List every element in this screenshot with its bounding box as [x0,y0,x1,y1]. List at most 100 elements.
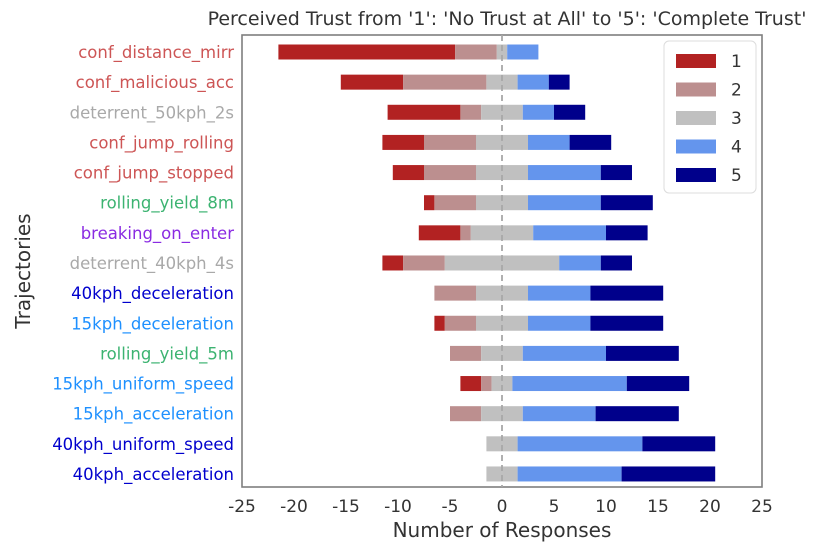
y-category-label: conf_jump_rolling [89,133,234,153]
bar-conf_jump_stopped-level-3 [476,165,528,181]
legend-swatch-2 [676,82,716,97]
bar-15kph_deceleration-level-2 [444,315,476,331]
y-category-label: 15kph_uniform_speed [52,375,234,395]
bar-rolling_yield_5m-level-2 [450,345,482,361]
bar-conf_jump_stopped-level-1 [392,165,424,181]
y-category-label: 40kph_uniform_speed [52,435,234,455]
x-tick-label: -10 [384,497,412,517]
bar-rolling_yield_8m-level-3 [476,195,528,211]
bar-deterrent_50kph_2s-level-4 [522,104,554,120]
bar-15kph_uniform_speed-level-2 [481,376,492,392]
bar-breaking_on_enter-level-2 [460,225,471,241]
bar-rolling_yield_8m-level-2 [434,195,476,211]
bar-deterrent_40kph_4s-level-2 [403,255,445,271]
bar-15kph_deceleration-level-5 [590,315,664,331]
bar-40kph_uniform_speed-level-4 [517,436,643,452]
legend-label-4: 4 [731,138,742,158]
legend-label-3: 3 [731,109,742,129]
bars-group [278,44,716,482]
bar-rolling_yield_8m-level-4 [528,195,601,211]
bar-40kph_deceleration-level-4 [528,285,591,301]
bar-conf_jump_rolling-level-2 [424,134,476,150]
bar-conf_malicious_acc-level-4 [517,74,549,90]
bar-conf_jump_stopped-level-5 [600,165,632,181]
legend-label-1: 1 [731,52,742,72]
y-category-label: conf_malicious_acc [76,73,234,93]
bar-15kph_uniform_speed-level-3 [491,376,513,392]
bar-40kph_deceleration-level-3 [476,285,528,301]
bar-breaking_on_enter-level-1 [418,225,461,241]
bar-conf_distance_mirr-level-3 [496,44,508,60]
bar-40kph_uniform_speed-level-5 [642,436,716,452]
bar-conf_jump_rolling-level-1 [382,134,424,150]
x-tick-label: -20 [280,497,308,517]
legend-label-2: 2 [731,81,742,101]
x-tick-label: 25 [751,497,773,517]
bar-40kph_deceleration-level-5 [590,285,664,301]
bar-conf_jump_rolling-level-5 [569,134,612,150]
bar-40kph_deceleration-level-2 [434,285,476,301]
x-tick-label: -15 [332,497,360,517]
y-category-label: breaking_on_enter [81,224,235,244]
bar-15kph_acceleration-level-3 [481,406,523,422]
x-tick-label: -5 [442,497,459,517]
bar-breaking_on_enter-level-4 [533,225,606,241]
x-tick-label: 0 [497,497,508,517]
bar-conf_jump_stopped-level-2 [424,165,476,181]
legend-swatch-1 [676,54,716,68]
legend-swatch-5 [676,168,716,182]
bar-breaking_on_enter-level-5 [606,225,648,241]
bar-deterrent_50kph_2s-level-1 [387,104,461,120]
x-tick-label: -25 [228,497,256,517]
bar-rolling_yield_8m-level-1 [424,195,435,211]
x-tick-label: 20 [699,497,721,517]
bar-conf_distance_mirr-level-2 [455,44,497,60]
bar-15kph_deceleration-level-3 [476,315,528,331]
bar-breaking_on_enter-level-3 [470,225,534,241]
bar-15kph_acceleration-level-5 [595,406,679,422]
x-axis: -25 -20 -15 -10 -5 0 5 10 15 20 25 [228,497,773,517]
y-category-label: 40kph_acceleration [73,465,234,485]
bar-conf_jump_rolling-level-4 [528,134,570,150]
y-category-label: conf_distance_mirr [78,43,234,63]
y-axis: conf_distance_mirr conf_malicious_accdete… [52,43,234,485]
x-tick-label: 5 [549,497,560,517]
bar-deterrent_40kph_4s-level-3 [444,255,560,271]
bar-rolling_yield_5m-level-4 [522,345,606,361]
bar-rolling_yield_5m-level-3 [481,345,523,361]
bar-deterrent_40kph_4s-level-4 [559,255,601,271]
bar-15kph_deceleration-level-1 [434,315,445,331]
bar-15kph_uniform_speed-level-4 [512,376,627,392]
y-category-label: conf_jump_stopped [74,164,234,184]
bar-40kph_acceleration-level-3 [486,466,518,482]
bar-15kph_acceleration-level-4 [522,406,596,422]
bar-conf_malicious_acc-level-5 [548,74,570,90]
bar-deterrent_50kph_2s-level-2 [460,104,482,120]
bar-conf_malicious_acc-level-1 [340,74,404,90]
bar-rolling_yield_8m-level-5 [600,195,653,211]
x-tick-label: 10 [595,497,617,517]
bar-deterrent_40kph_4s-level-5 [600,255,632,271]
bar-deterrent_50kph_2s-level-5 [554,104,586,120]
y-category-label: 40kph_deceleration [71,284,234,304]
x-tick-label: 15 [647,497,669,517]
bar-40kph_acceleration-level-4 [517,466,622,482]
bar-conf_malicious_acc-level-2 [403,74,487,90]
x-axis-title: Number of Responses [393,518,612,542]
y-category-label: rolling_yield_5m [100,344,234,364]
bar-conf_jump_stopped-level-4 [528,165,601,181]
bar-40kph_acceleration-level-5 [621,466,716,482]
y-category-label: 15kph_acceleration [73,405,234,425]
bar-15kph_uniform_speed-level-1 [460,376,482,392]
legend: 1 2 3 4 5 [663,40,757,194]
y-category-label: 15kph_deceleration [71,314,234,334]
y-category-label: rolling_yield_8m [100,194,234,214]
y-category-label: deterrent_50kph_2s [70,103,234,123]
bar-rolling_yield_5m-level-5 [606,345,679,361]
legend-swatch-3 [676,111,716,125]
bar-15kph_deceleration-level-4 [528,315,591,331]
bar-conf_distance_mirr-level-1 [278,44,456,60]
bar-deterrent_40kph_4s-level-1 [382,255,404,271]
y-category-label: deterrent_40kph_4s [70,254,234,274]
